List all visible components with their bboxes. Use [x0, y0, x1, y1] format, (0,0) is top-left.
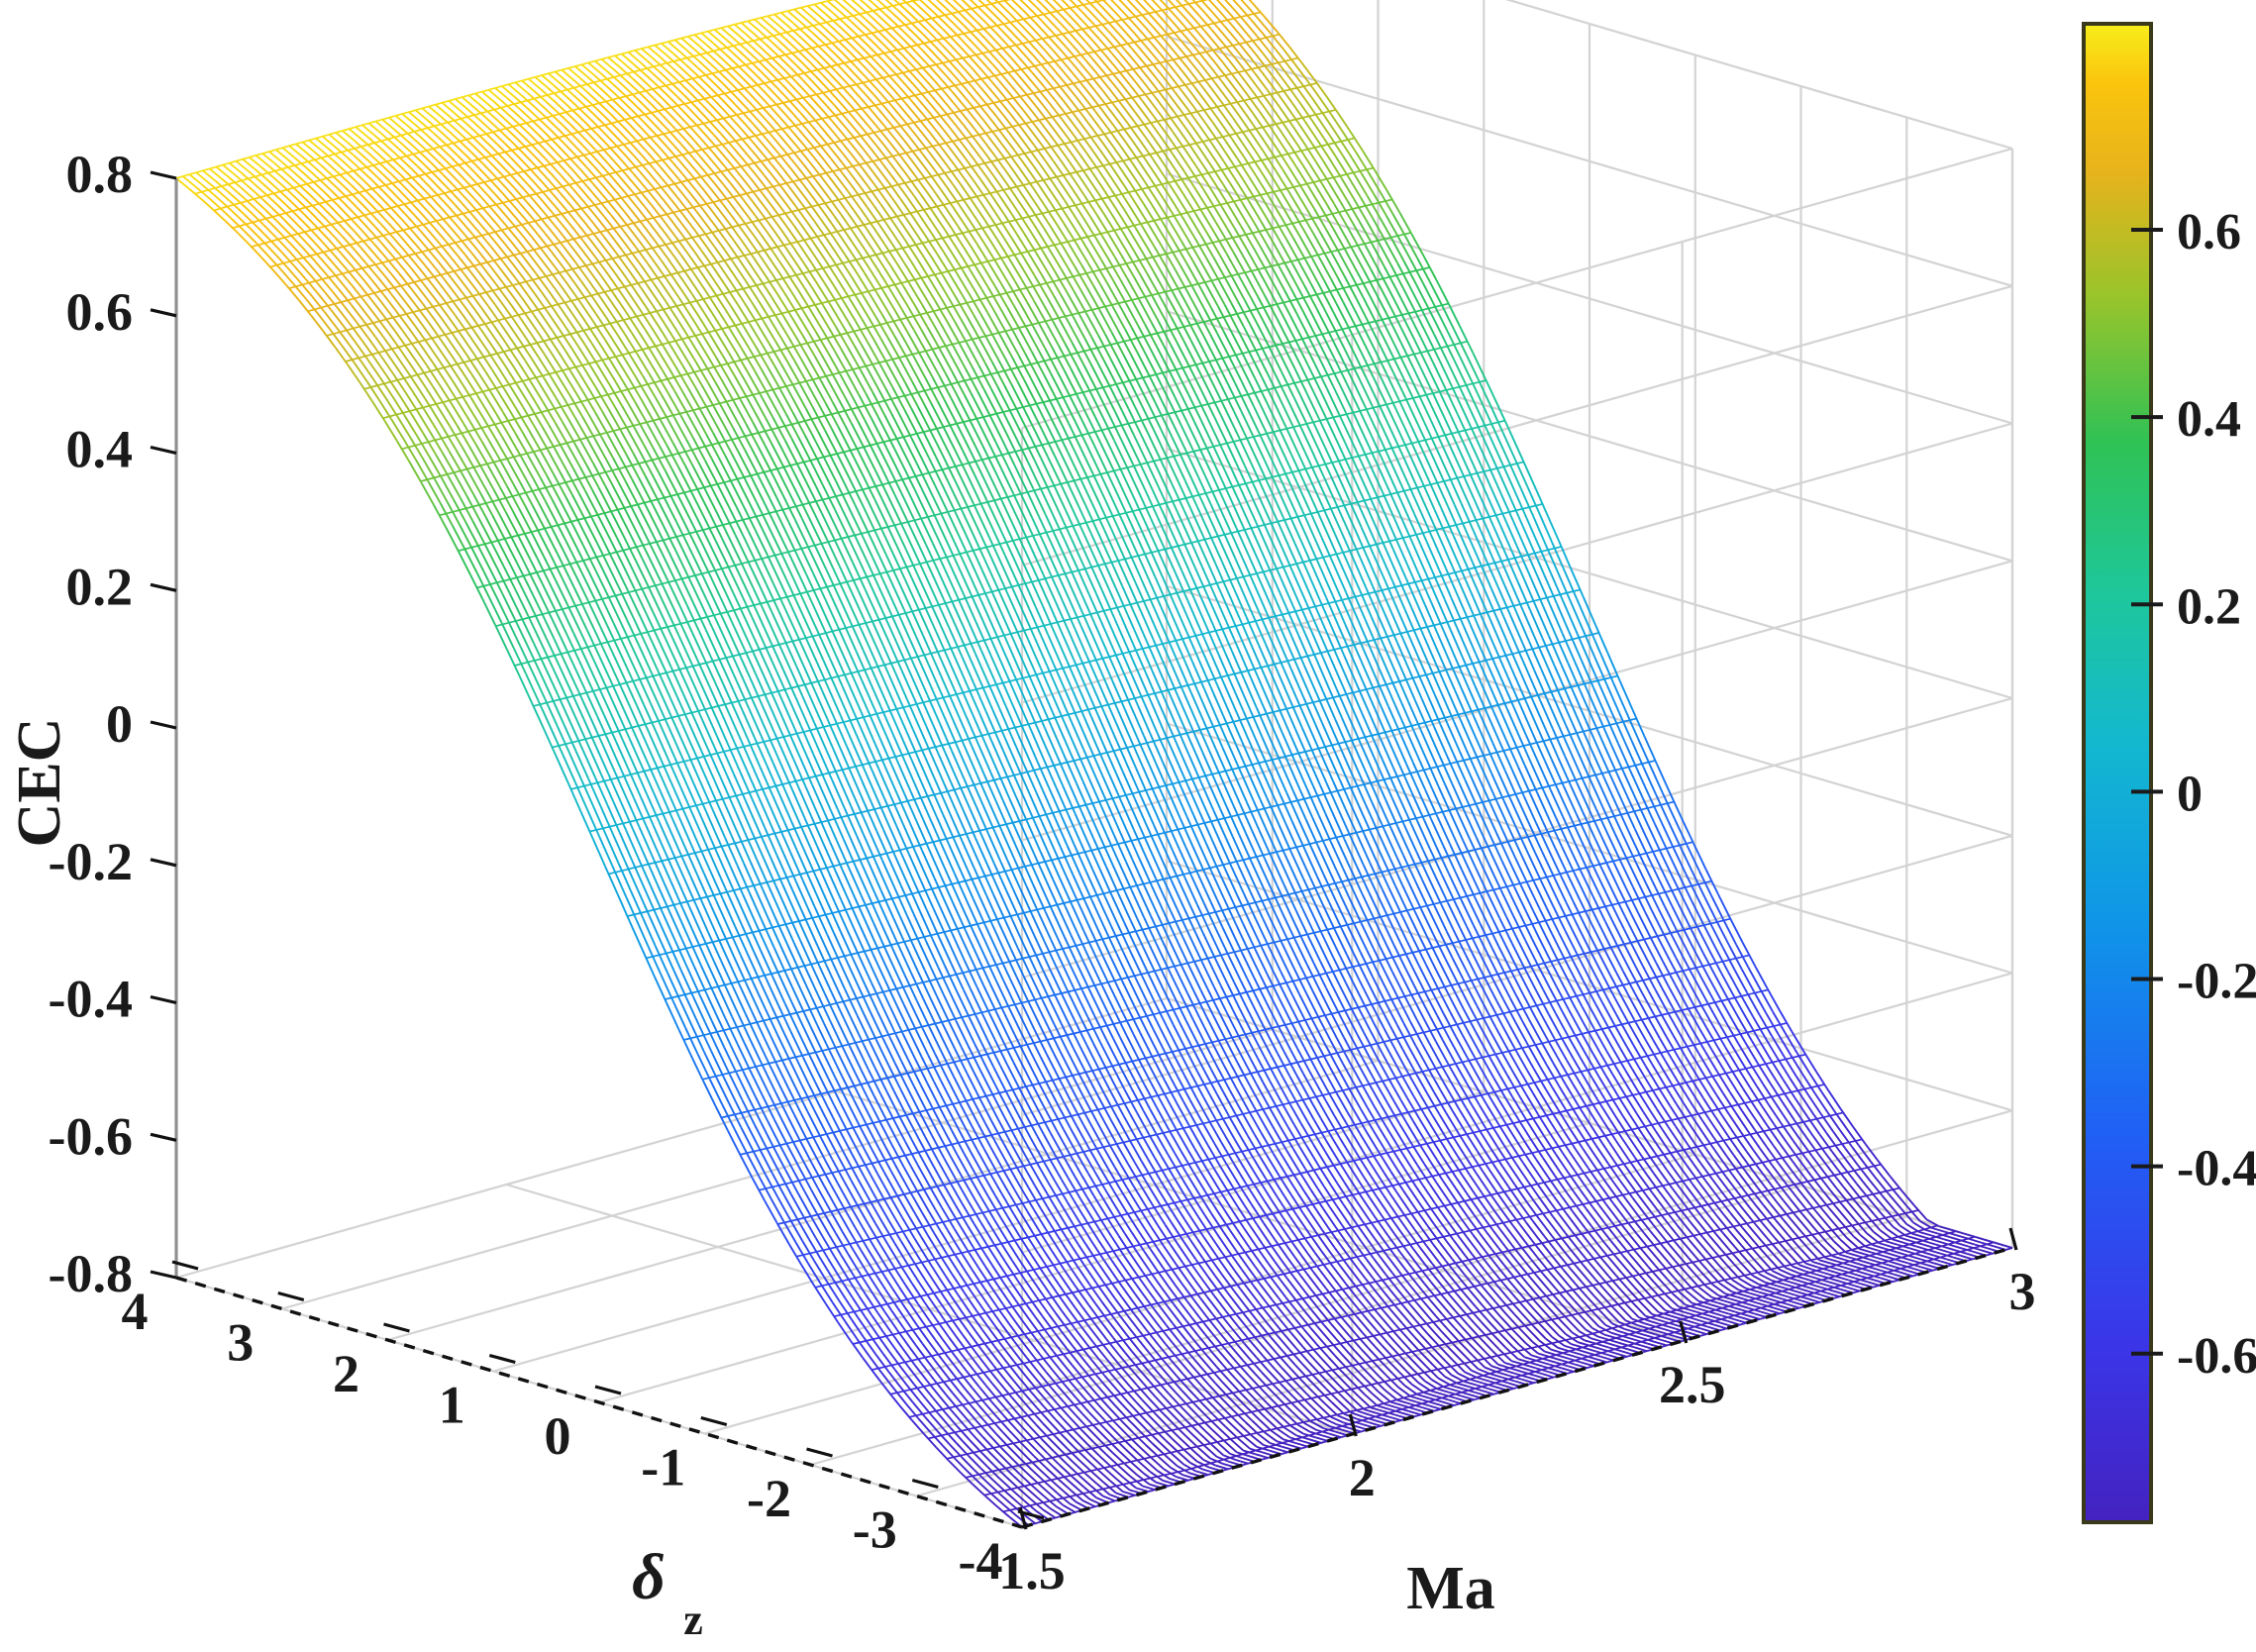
colorbar-tick-label: 0.2 [2177, 578, 2241, 635]
x-tick-label: 0 [545, 1406, 571, 1466]
x-tick-label: -1 [641, 1438, 685, 1497]
z-axis-title: CEC [6, 718, 73, 848]
axis-tick-labels: 0.8 0.6 0.4 0.2 0 -0.2 -0.4 -0.6 -0.84 3 2 1 0 -1 -2 -3… [49, 145, 2036, 1600]
x-axis-title: δ [632, 1541, 666, 1613]
axis-tick-marks [150, 170, 2018, 1530]
y-tick-label: 3 [2009, 1262, 2036, 1321]
z-tick-label: -0.8 [49, 1244, 133, 1303]
z-tick-label: 0 [106, 694, 133, 754]
colorbar-tick-label: -0.4 [2177, 1141, 2256, 1197]
x-tick-label: 4 [122, 1282, 149, 1341]
colorbar-gradient[interactable] [2082, 22, 2153, 1524]
x-tick-label: -2 [747, 1469, 791, 1528]
colorbar-ticks [2131, 228, 2163, 1356]
z-tick-label: -0.4 [49, 970, 133, 1029]
colorbar-tick-labels: 0.6 0.4 0.2 0 -0.2 -0.4 -0.6 [2177, 204, 2256, 1385]
y-tick-label: 1.5 [998, 1541, 1066, 1600]
z-tick-label: 0.6 [66, 282, 134, 342]
y-axis-title: Ma [1406, 1555, 1495, 1622]
colorbar-tick-label: -0.6 [2177, 1328, 2256, 1385]
x-tick-label: -4 [959, 1531, 1003, 1591]
z-tick-label: 0.8 [66, 145, 134, 204]
z-tick-label: -0.6 [49, 1106, 133, 1166]
colorbar-tick-label: 0.6 [2177, 204, 2241, 260]
colorbar-tick-label: 0 [2177, 766, 2203, 822]
y-tick-label: 2 [1349, 1448, 1376, 1507]
x-tick-label: 3 [227, 1313, 254, 1373]
colorbar-tick-label: -0.2 [2177, 954, 2256, 1010]
x-tick-label: 2 [333, 1344, 359, 1403]
z-tick-label: 0.2 [66, 557, 134, 616]
surface-mesh [175, 0, 2013, 1528]
x-tick-label: -3 [853, 1500, 897, 1560]
z-tick-label: 0.4 [66, 420, 134, 479]
x-tick-label: 1 [439, 1376, 465, 1435]
x-axis-title-subscript: z [683, 1596, 703, 1644]
z-tick-label: -0.2 [49, 832, 133, 891]
colorbar-tick-label: 0.4 [2177, 391, 2241, 448]
y-tick-label: 2.5 [1659, 1355, 1726, 1414]
